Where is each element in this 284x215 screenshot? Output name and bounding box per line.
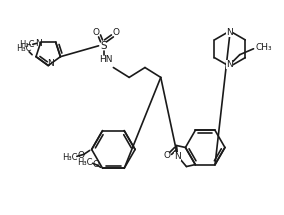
- Text: O: O: [77, 151, 84, 160]
- Text: CH₃: CH₃: [255, 43, 272, 52]
- Text: N: N: [47, 59, 54, 68]
- Text: H₃C: H₃C: [16, 44, 32, 53]
- Text: O: O: [92, 28, 99, 37]
- Text: H₃C: H₃C: [62, 153, 78, 162]
- Text: O: O: [163, 151, 170, 160]
- Text: H₃C: H₃C: [19, 40, 35, 49]
- Text: N: N: [174, 152, 181, 161]
- Text: O: O: [113, 28, 120, 37]
- Text: N: N: [226, 60, 233, 69]
- Text: N: N: [226, 28, 233, 37]
- Text: S: S: [100, 41, 107, 51]
- Text: N: N: [35, 39, 42, 48]
- Text: O: O: [92, 160, 99, 169]
- Text: HN: HN: [99, 55, 112, 64]
- Text: H₃C: H₃C: [77, 158, 93, 167]
